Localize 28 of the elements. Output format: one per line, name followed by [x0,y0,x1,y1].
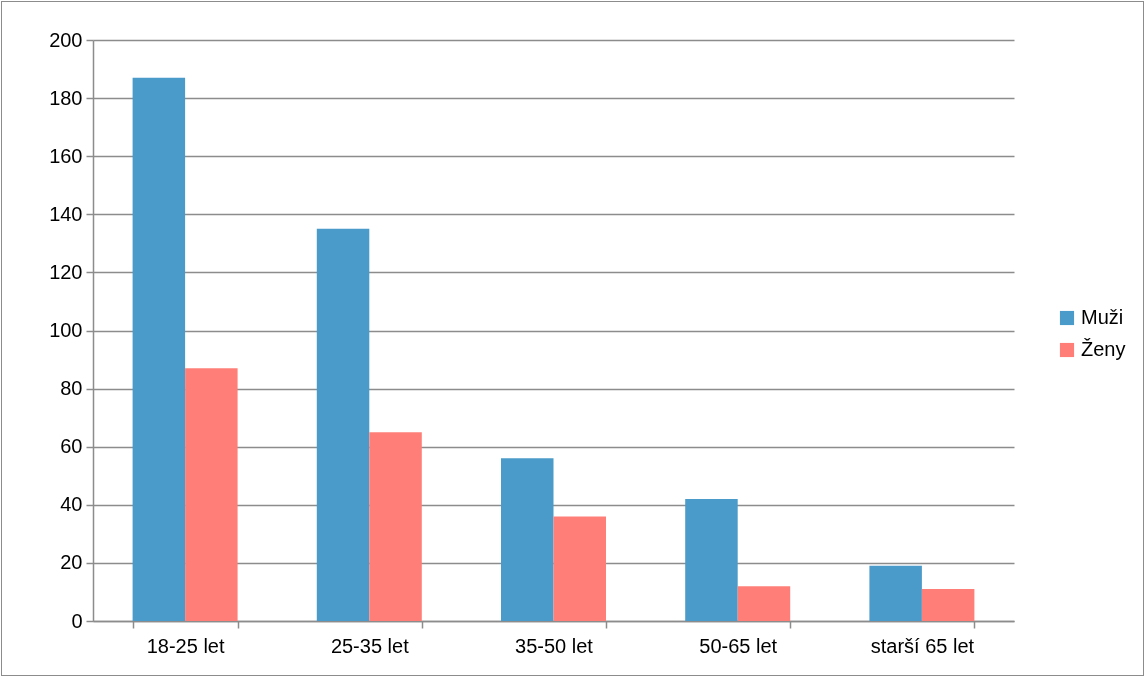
bar [553,516,606,621]
x-tick-label: 25-35 let [330,634,410,657]
y-tick-label: 0 [71,609,83,632]
x-tick-label: 35-50 let [515,634,594,657]
y-tick-label: 160 [49,144,83,167]
legend-label: Muži [1081,306,1124,328]
x-tick-label: 18-25 let [146,634,225,657]
bar [685,498,738,621]
bar [921,589,975,621]
x-tick-label: 50-65 let [699,634,778,657]
y-tick-label: 80 [60,377,83,400]
y-tick-label: 120 [49,260,83,283]
bar [369,432,422,621]
y-tick-label: 200 [49,28,83,51]
legend-label: Ženy [1081,338,1126,360]
bar [132,77,186,621]
y-tick-label: 180 [49,86,83,109]
bar [316,228,370,621]
bar [869,565,922,621]
bar [737,586,791,621]
y-tick-label: 20 [60,551,83,574]
y-tick-label: 100 [49,319,83,341]
y-tick-label: 60 [60,435,83,458]
y-tick-label: 40 [60,493,83,516]
x-tick-label: starší 65 let [870,634,975,657]
y-tick-label: 140 [49,202,83,225]
bar [501,458,554,621]
bar [185,368,238,621]
